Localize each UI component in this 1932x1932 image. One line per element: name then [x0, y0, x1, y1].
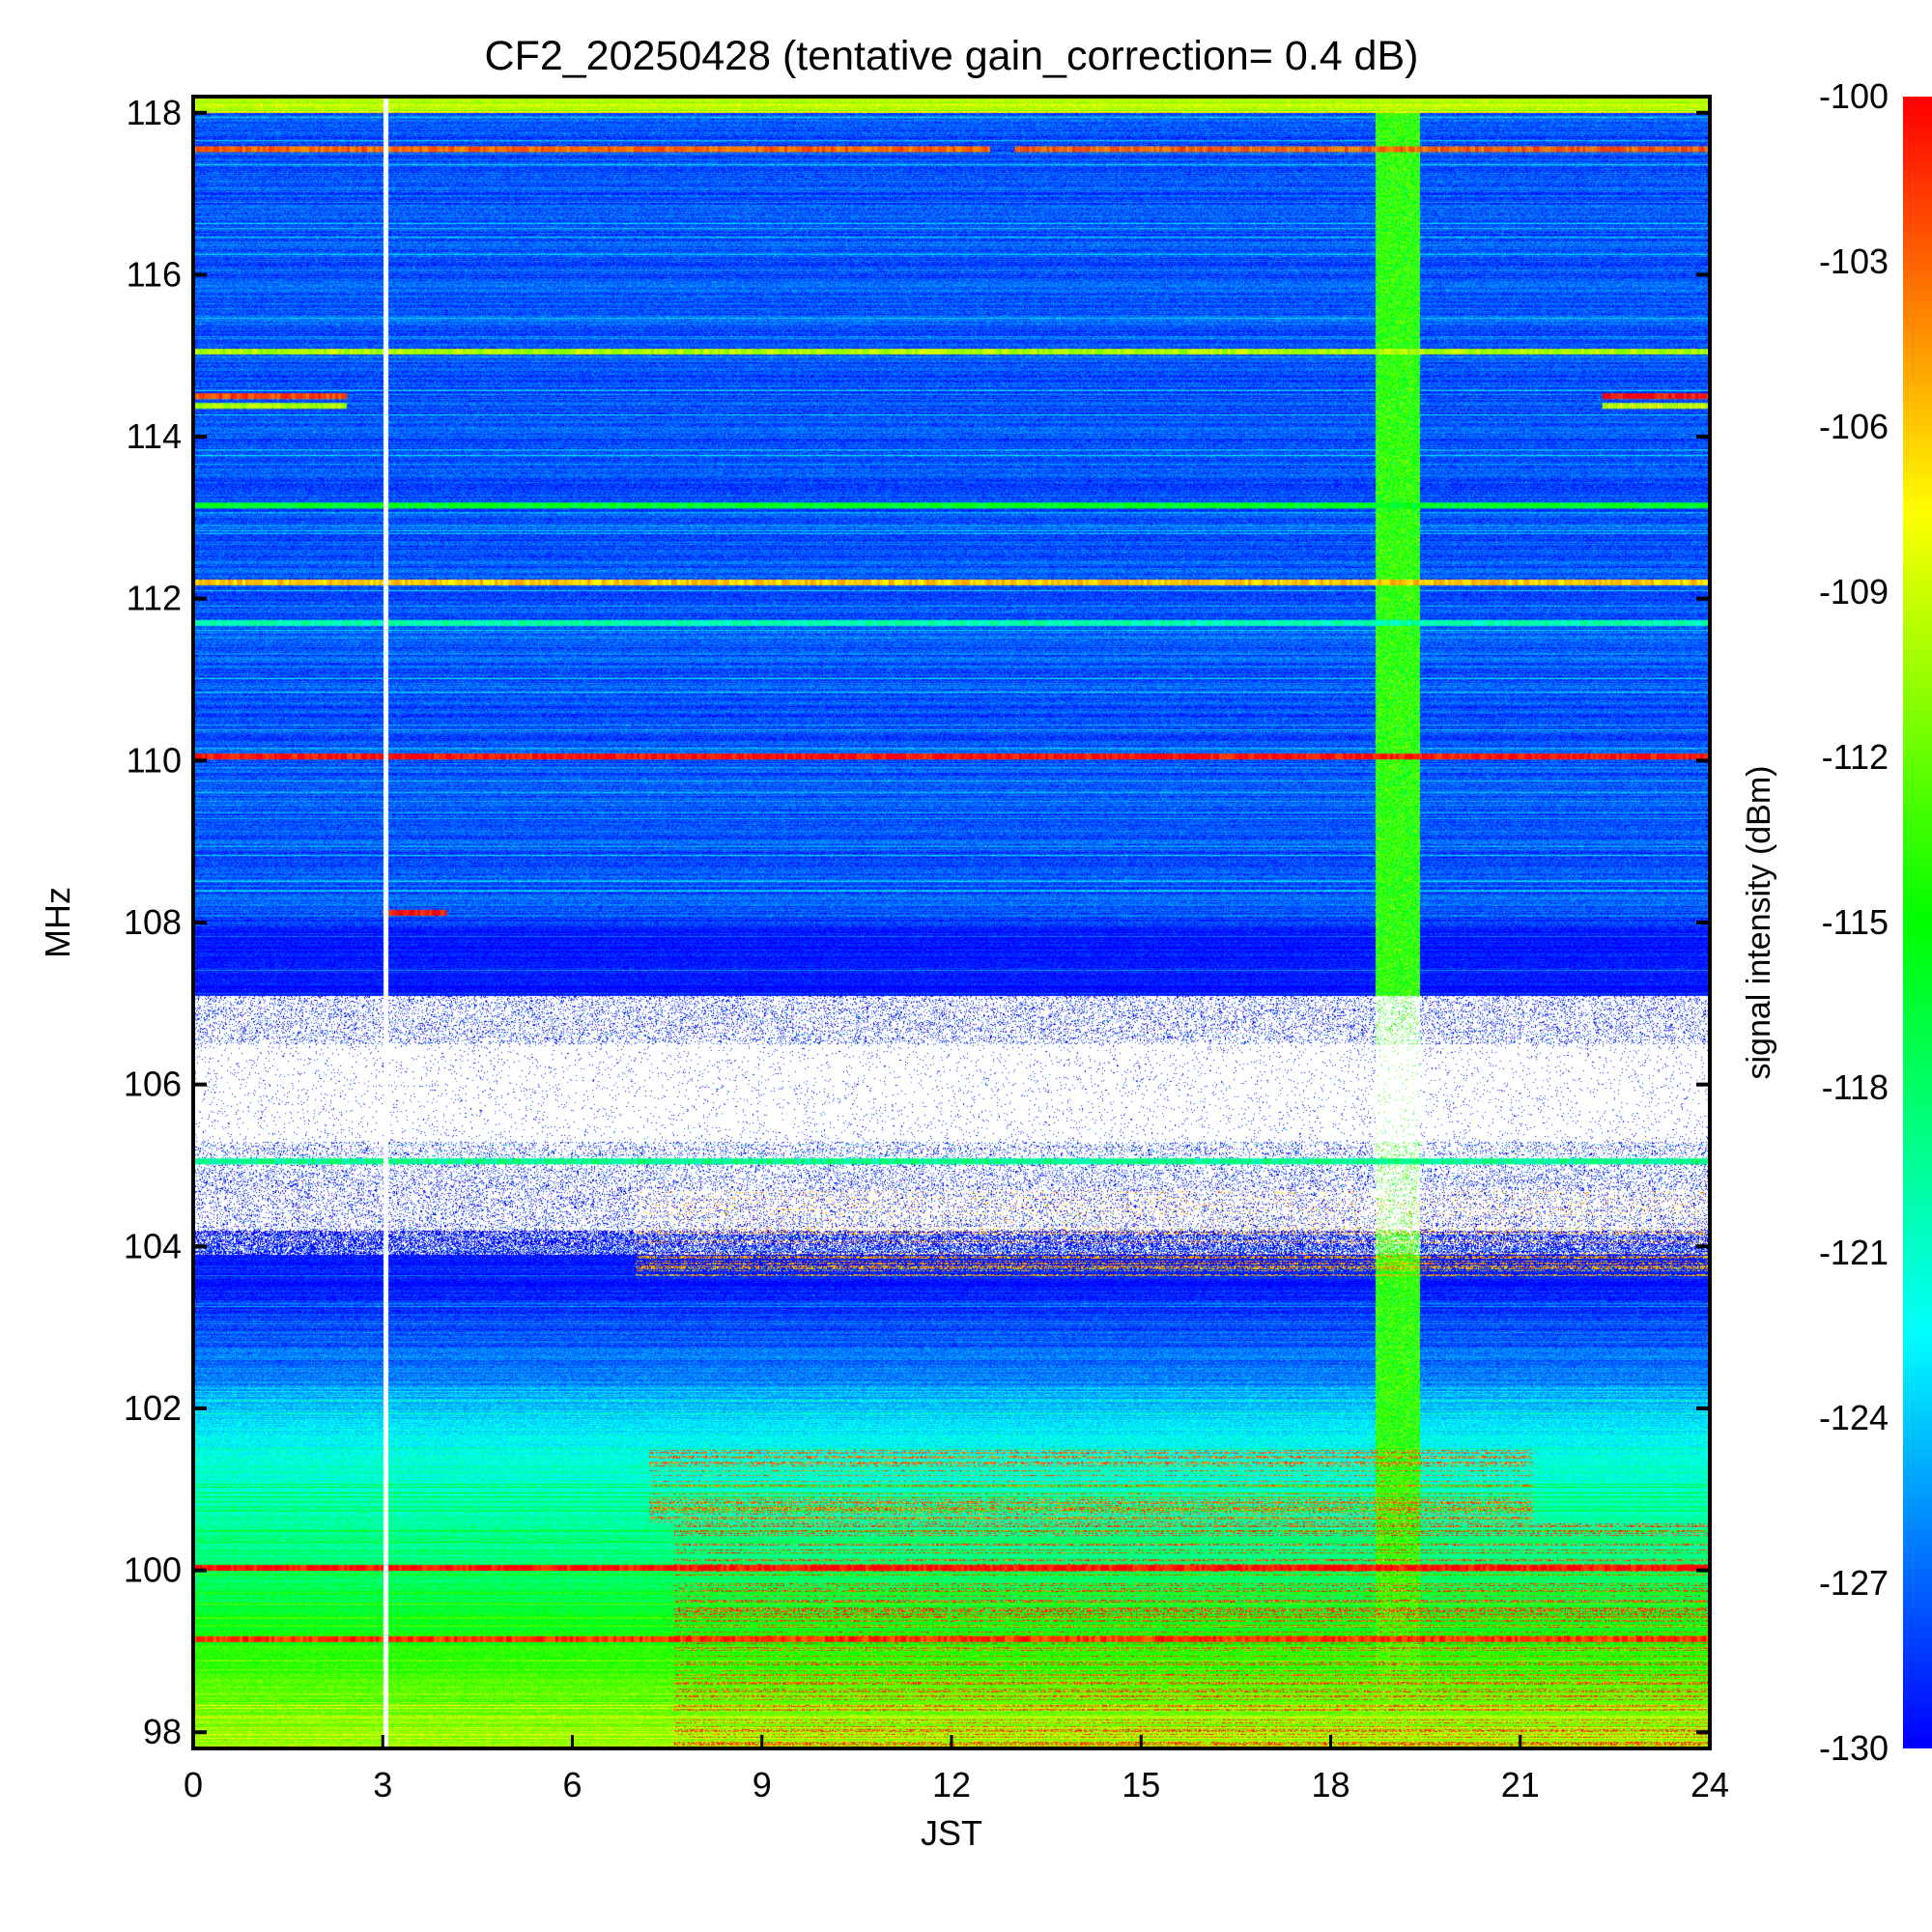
y-tick-label: 108: [124, 902, 182, 942]
x-tick-label: 18: [1311, 1765, 1350, 1804]
colorbar-tick-label: -100: [1819, 76, 1889, 116]
y-tick-label: 110: [127, 740, 182, 780]
x-tick-label: 24: [1690, 1765, 1729, 1804]
colorbar-tick-label: -130: [1819, 1728, 1889, 1768]
heatmap-image: [193, 97, 1710, 1748]
colorbar-tick-label: -103: [1819, 242, 1889, 281]
x-tick-label: 6: [562, 1765, 582, 1804]
colorbar-label: signal intensity (dBm): [1741, 765, 1777, 1079]
x-tick-label: 0: [184, 1765, 203, 1804]
colorbar-tick-label: -109: [1819, 572, 1889, 611]
y-tick-label: 106: [124, 1065, 182, 1104]
heatmap-plot-area: [193, 97, 1710, 1748]
y-tick-label: 102: [124, 1388, 182, 1428]
colorbar-ticks: -100 -103 -106 -109 -112 -115 -118 -121 -124 -127…: [1819, 76, 1889, 1768]
colorbar-tick-label: -106: [1819, 407, 1889, 446]
y-tick-label: 114: [127, 416, 182, 456]
y-tick-label: 118: [127, 93, 182, 132]
x-axis-label: JST: [921, 1813, 982, 1853]
y-tick-label: 112: [127, 579, 182, 618]
x-tick-label: 3: [373, 1765, 392, 1804]
chart-title: CF2_20250428 (tentative gain_correction=…: [485, 33, 1419, 79]
y-axis-ticks: 98 100 102 104 106 108 110 112 114 116 118: [124, 93, 1710, 1751]
x-axis-ticks: 0 3 6 9 12 15 18 21 24: [184, 1735, 1729, 1804]
y-tick-label: 116: [127, 254, 182, 294]
colorbar-tick-label: -118: [1822, 1067, 1889, 1107]
y-tick-label: 104: [124, 1226, 182, 1265]
x-tick-label: 15: [1122, 1765, 1160, 1804]
colorbar-tick-label: -121: [1819, 1233, 1889, 1272]
y-tick-label: 98: [143, 1712, 182, 1751]
x-tick-label: 9: [753, 1765, 772, 1804]
colorbar: -100 -103 -106 -109 -112 -115 -118 -121 -124 -127…: [1741, 76, 1932, 1768]
x-tick-label: 12: [932, 1765, 971, 1804]
colorbar-gradient: [1903, 97, 1932, 1748]
colorbar-tick-label: -127: [1819, 1563, 1889, 1603]
y-tick-label: 100: [124, 1550, 182, 1590]
y-axis-label: MHz: [38, 887, 77, 958]
colorbar-tick-label: -112: [1822, 737, 1889, 777]
colorbar-tick-label: -115: [1822, 902, 1889, 942]
colorbar-tick-label: -124: [1819, 1398, 1889, 1437]
x-tick-label: 21: [1501, 1765, 1540, 1804]
